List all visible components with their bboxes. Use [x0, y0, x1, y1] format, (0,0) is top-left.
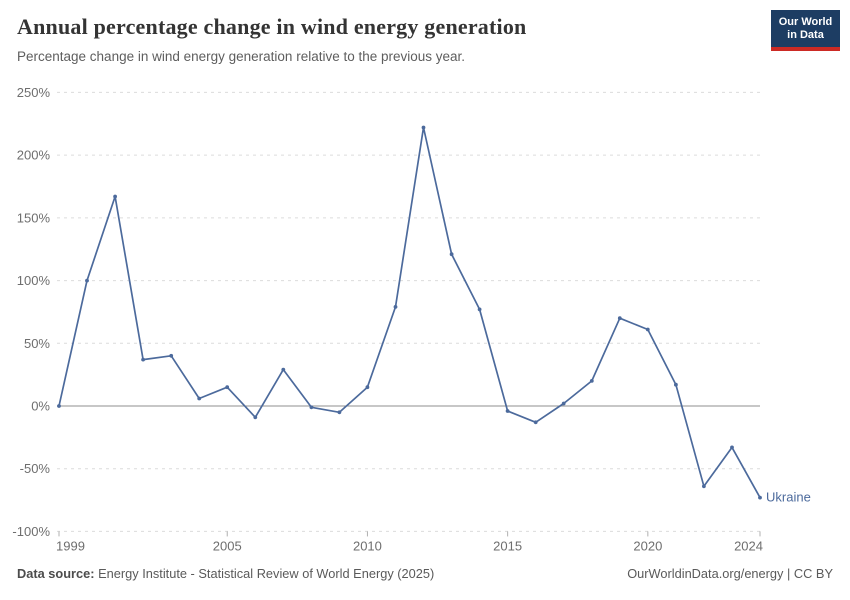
data-point: [197, 396, 202, 401]
line-chart: 250% 200% 150% 100% 50% 0% -50% -100% 1999 2005 20…: [12, 85, 811, 554]
data-source-label: Data source:: [17, 566, 95, 581]
data-point: [57, 404, 61, 408]
data-point: [505, 409, 510, 413]
chart-title: Annual percentage change in wind energy …: [17, 14, 527, 39]
y-axis-tick-label: 150%: [17, 210, 51, 225]
y-axis-tick-label: 100%: [17, 273, 51, 288]
data-point: [758, 495, 762, 500]
series-line-ukraine: [58, 126, 761, 499]
y-axis-tick-label: 0%: [31, 399, 50, 414]
chart-header: Annual percentage change in wind energy …: [17, 10, 840, 64]
logo-line-2: in Data: [787, 29, 824, 41]
data-source-text: Energy Institute - Statistical Review of…: [94, 566, 435, 581]
data-point: [449, 252, 454, 257]
chart-footer: Data source: Energy Institute - Statisti…: [17, 566, 833, 581]
data-point: [645, 327, 650, 332]
y-axis-tick-label: -50%: [20, 461, 51, 476]
x-axis-tick-label: 2005: [213, 538, 242, 553]
data-point: [421, 125, 426, 130]
logo-line-1: Our World: [778, 16, 833, 28]
chart-subtitle: Percentage change in wind energy generat…: [17, 49, 466, 64]
y-axis-tick-label: 200%: [17, 148, 51, 163]
data-point: [702, 484, 706, 489]
y-axis-tick-label: 50%: [24, 336, 50, 351]
x-axis-tick-label: 2024: [734, 538, 763, 553]
x-axis-tick-label: 2020: [633, 538, 662, 553]
data-point: [309, 405, 314, 410]
owid-url-link[interactable]: OurWorldinData.org/energy | CC BY: [627, 566, 833, 581]
data-point: [617, 316, 622, 321]
data-point: [85, 278, 89, 283]
data-point: [589, 379, 594, 383]
data-point: [169, 353, 174, 358]
owid-logo: Our World in Data: [771, 10, 840, 51]
data-point: [281, 367, 286, 372]
data-point: [674, 382, 678, 387]
data-point: [337, 410, 342, 415]
data-point: [253, 415, 258, 420]
data-point: [561, 401, 566, 406]
data-source: Data source: Energy Institute - Statisti…: [17, 566, 434, 581]
series-end-label: Ukraine: [766, 490, 811, 505]
data-point: [533, 420, 538, 425]
data-point: [730, 445, 734, 450]
y-axis-tick-label: 250%: [17, 85, 51, 100]
data-point: [393, 305, 398, 309]
x-axis-tick-label: 2015: [493, 538, 522, 553]
data-point: [113, 194, 117, 199]
data-point: [225, 385, 230, 390]
data-point: [141, 357, 146, 362]
y-axis-tick-label: -100%: [12, 524, 50, 539]
x-axis-tick-label: 1999: [56, 538, 85, 553]
data-point: [477, 307, 482, 312]
x-axis-tick-label: 2010: [353, 538, 382, 553]
data-point: [365, 385, 370, 390]
owid-logo-box: Our World in Data: [771, 10, 840, 51]
